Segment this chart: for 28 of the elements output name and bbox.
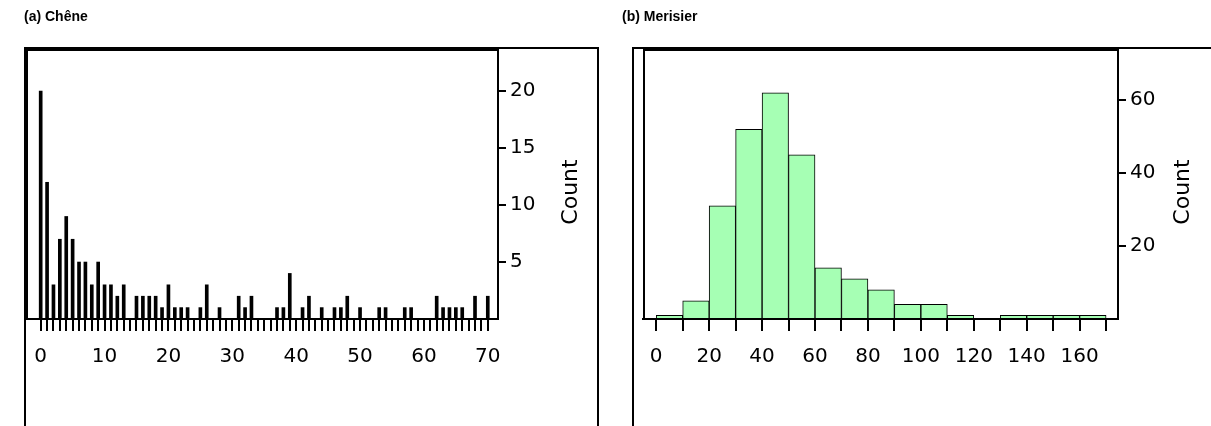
x-tick-label: 100: [901, 343, 940, 368]
x-tick-label: 0: [34, 343, 48, 368]
y-tick-label: 40: [1130, 159, 1156, 184]
y-tick-label: 15: [510, 134, 536, 159]
y-tick-label: 60: [1130, 86, 1156, 111]
x-tick-label: 50: [347, 343, 373, 368]
x-tick-label: 160: [1060, 343, 1099, 368]
x-tick-label: 10: [91, 343, 118, 368]
y-tick-label: 5: [510, 248, 523, 273]
x-tick-label: 40: [283, 343, 309, 368]
x-tick-label: 20: [696, 343, 722, 368]
x-tick-label: 30: [219, 343, 246, 368]
x-tick-label: 0: [649, 343, 663, 368]
y-axis-title: Count: [556, 158, 582, 225]
x-tick-label: 60: [802, 343, 828, 368]
x-tick-label: 80: [855, 343, 881, 368]
x-tick-label: 70: [475, 343, 501, 368]
x-tick-label: 120: [954, 343, 993, 368]
y-tick-label: 20: [1130, 232, 1156, 257]
y-tick-label: 10: [510, 191, 536, 216]
y-tick-label: 20: [510, 77, 536, 102]
chart-title: (a) Chêne: [24, 8, 88, 24]
chart-title: (b) Merisier: [622, 8, 698, 24]
y-axis-title: Count: [1168, 158, 1194, 225]
x-tick-label: 140: [1007, 343, 1046, 368]
x-tick-label: 40: [749, 343, 775, 368]
x-tick-label: 20: [155, 343, 182, 368]
x-tick-label: 60: [411, 343, 437, 368]
